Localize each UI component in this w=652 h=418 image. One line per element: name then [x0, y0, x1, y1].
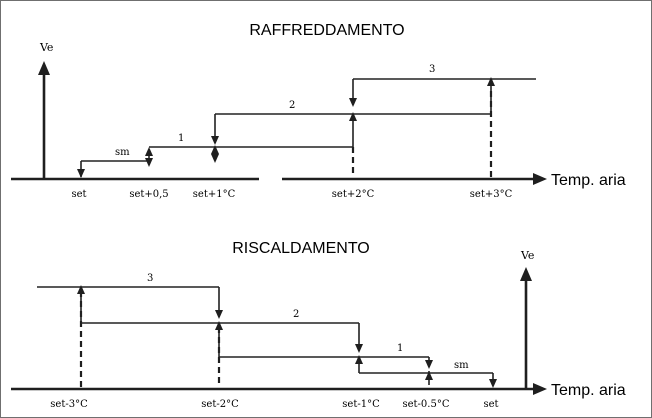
heating-step-1-off-arrow	[425, 360, 433, 369]
cooling-x-axis-arrow	[533, 173, 547, 185]
cooling-step-label-3: 3	[429, 64, 435, 75]
cooling-tick-set-2: set+2°C	[332, 189, 375, 200]
heating-step-sm-on-arrow	[425, 371, 433, 380]
heating-step-label-2: 2	[293, 309, 299, 320]
cooling-panel: RAFFREDDAMENTO Ve Temp. aria	[11, 22, 626, 200]
cooling-step-1-on-arrow	[211, 145, 219, 154]
heating-step-label-sm: sm	[454, 360, 469, 371]
heating-tick-set-0-5: set-0.5°C	[402, 399, 449, 410]
heating-tick-set-3: set-3°C	[50, 399, 88, 410]
heating-tick-set: set	[483, 399, 498, 410]
heating-step-2-on-arrow	[215, 321, 223, 330]
heating-x-axis-label: Temp. aria	[551, 382, 626, 399]
cooling-step-sm-on-arrow	[145, 147, 153, 156]
heating-y-axis-arrow	[520, 267, 532, 281]
heating-step-3-on-arrow	[77, 285, 85, 294]
cooling-y-axis-label: Ve	[39, 41, 53, 54]
cooling-step-sm-off-arrow	[77, 169, 85, 178]
cooling-step-label-1: 1	[178, 133, 184, 144]
heating-step-label-1: 1	[397, 343, 403, 354]
cooling-tick-set: set	[71, 189, 86, 200]
cooling-title: RAFFREDDAMENTO	[249, 22, 404, 39]
cooling-x-axis-label: Temp. aria	[551, 172, 626, 189]
heating-x-axis-arrow	[533, 383, 547, 395]
heating-y-axis-label: Ve	[520, 249, 534, 262]
cooling-tick-set-3: set+3°C	[470, 189, 513, 200]
heating-step-1-on-arrow	[355, 355, 363, 364]
cooling-tick-set-1: set+1°C	[193, 189, 236, 200]
heating-tick-set-1: set-1°C	[342, 399, 380, 410]
cooling-step-3-on-arrow	[487, 77, 495, 86]
cooling-step-3-off-arrow	[349, 98, 357, 107]
heating-title: RISCALDAMENTO	[232, 240, 370, 257]
heating-step-3-off-arrow	[215, 310, 223, 319]
cooling-step-label-2: 2	[289, 100, 295, 111]
cooling-tick-set-0-5: set+0,5	[129, 189, 168, 200]
cooling-step-2-off-arrow	[211, 136, 219, 145]
heating-step-sm-off-arrow	[489, 379, 497, 388]
heating-tick-set-2: set-2°C	[201, 399, 239, 410]
cooling-step-label-sm: sm	[115, 147, 130, 158]
cooling-step-2-on-arrow	[349, 112, 357, 121]
heating-step-label-3: 3	[147, 273, 153, 284]
heating-panel: RISCALDAMENTO Ve Temp. aria	[11, 240, 626, 410]
cooling-y-axis-arrow	[38, 61, 50, 75]
heating-step-2-off-arrow	[355, 344, 363, 353]
